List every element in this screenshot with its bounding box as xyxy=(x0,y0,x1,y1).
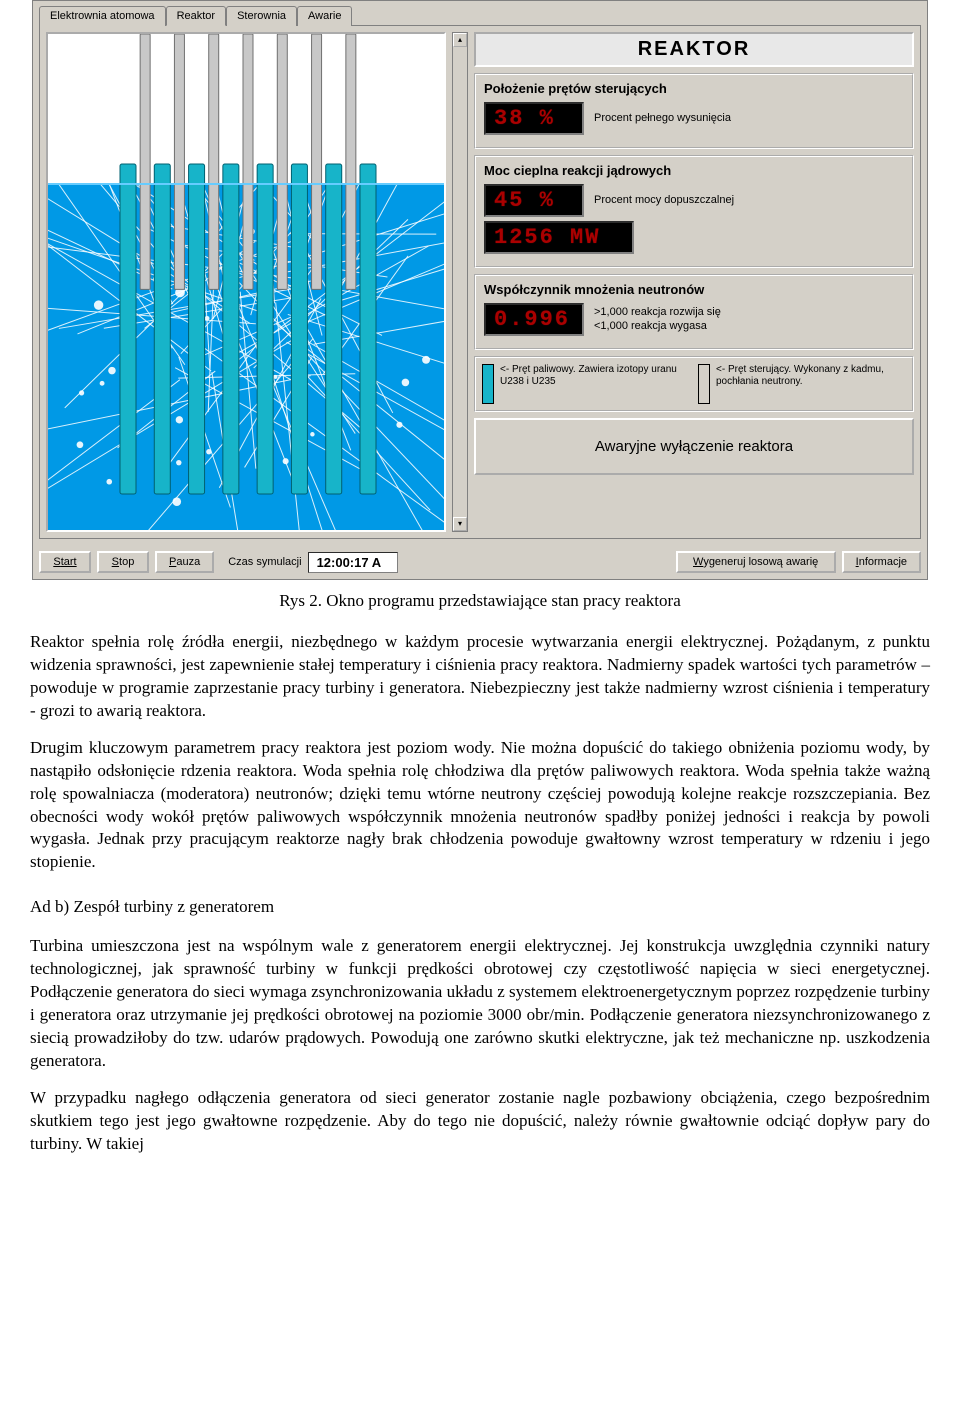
reactor-visualization xyxy=(46,32,446,532)
tab-failures[interactable]: Awarie xyxy=(297,6,352,26)
lcd-rod-caption: Procent pełnego wysunięcia xyxy=(594,112,731,125)
doc-paragraph: Drugim kluczowym parametrem pracy reakto… xyxy=(30,737,930,875)
tab-control-room[interactable]: Sterownia xyxy=(226,6,297,26)
legend-ctrl-swatch xyxy=(698,364,710,404)
legend-control-rod: <- Pręt sterujący. Wykonany z kadmu, poc… xyxy=(698,364,906,404)
doc-paragraph: Reaktor spełnia rolę źródła energii, nie… xyxy=(30,631,930,723)
sim-time-value: 12:00:17 A xyxy=(308,552,398,573)
doc-subheading: Ad b) Zespół turbiny z generatorem xyxy=(30,896,930,919)
tab-plant[interactable]: Elektrownia atomowa xyxy=(39,6,166,26)
legend-fuel-swatch xyxy=(482,364,494,404)
tabbar: Elektrownia atomowa Reaktor Sterownia Aw… xyxy=(33,1,927,25)
legend-fuel-text: <- Pręt paliwowy. Zawiera izotopy uranu … xyxy=(500,364,690,388)
document-body: Rys 2. Okno programu przedstawiające sta… xyxy=(30,590,930,1156)
group-rod-position-title: Położenie prętów sterujących xyxy=(484,81,904,96)
info-button[interactable]: Informacje xyxy=(842,551,921,573)
lcd-power-caption: Procent mocy dopuszczalnej xyxy=(594,194,734,207)
sim-time-label: Czas symulacji xyxy=(228,556,301,568)
tab-reactor[interactable]: Reaktor xyxy=(166,6,227,26)
legend-ctrl-text: <- Pręt sterujący. Wykonany z kadmu, poc… xyxy=(716,364,906,388)
group-thermal-power-title: Moc cieplna reakcji jądrowych xyxy=(484,163,904,178)
group-thermal-power: Moc cieplna reakcji jądrowych 45 % Proce… xyxy=(474,155,914,268)
lcd-k-value: 0.996 xyxy=(484,303,584,336)
legend-fuel-rod: <- Pręt paliwowy. Zawiera izotopy uranu … xyxy=(482,364,690,404)
scroll-down-icon[interactable]: ▾ xyxy=(453,517,467,531)
lcd-power-percent: 45 % xyxy=(484,184,584,217)
stop-button[interactable]: Stop xyxy=(97,551,149,573)
start-button[interactable]: Start xyxy=(39,551,91,573)
scrollbar[interactable]: ▴ ▾ xyxy=(452,32,468,532)
app-window: Elektrownia atomowa Reaktor Sterownia Aw… xyxy=(32,0,928,580)
tab-content: ▴ ▾ REAKTOR Położenie prętów sterujących… xyxy=(39,25,921,539)
doc-paragraph: W przypadku nagłego odłączenia generator… xyxy=(30,1087,930,1156)
figure-caption: Rys 2. Okno programu przedstawiające sta… xyxy=(30,590,930,613)
group-multiplication-factor: Współczynnik mnożenia neutronów 0.996 >1… xyxy=(474,274,914,350)
group-k-title: Współczynnik mnożenia neutronów xyxy=(484,282,904,297)
info-panel: REAKTOR Położenie prętów sterujących 38 … xyxy=(474,32,914,532)
group-rod-position: Położenie prętów sterujących 38 % Procen… xyxy=(474,73,914,149)
scroll-up-icon[interactable]: ▴ xyxy=(453,33,467,47)
lcd-power-mw: 1256 MW xyxy=(484,221,634,254)
lcd-rod-percent: 38 % xyxy=(484,102,584,135)
emergency-shutdown-button[interactable]: Awaryjne wyłączenie reaktora xyxy=(474,418,914,475)
panel-title: REAKTOR xyxy=(474,32,914,67)
legend: <- Pręt paliwowy. Zawiera izotopy uranu … xyxy=(474,356,914,412)
pause-button[interactable]: Pauza xyxy=(155,551,214,573)
lcd-k-caption: >1,000 reakcja rozwija się <1,000 reakcj… xyxy=(594,306,721,332)
generate-fault-button[interactable]: Wygeneruj losową awarię xyxy=(676,551,836,573)
doc-paragraph: Turbina umieszczona jest na wspólnym wal… xyxy=(30,935,930,1073)
bottom-toolbar: Start Stop Pauza Czas symulacji 12:00:17… xyxy=(33,545,927,579)
